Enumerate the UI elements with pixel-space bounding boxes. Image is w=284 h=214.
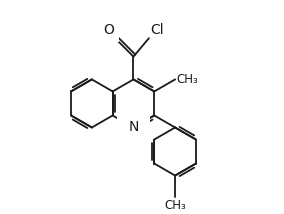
Text: CH₃: CH₃ xyxy=(176,73,198,86)
Text: Cl: Cl xyxy=(150,23,164,37)
Text: N: N xyxy=(128,120,139,134)
Text: O: O xyxy=(103,24,114,37)
Text: CH₃: CH₃ xyxy=(164,199,186,212)
